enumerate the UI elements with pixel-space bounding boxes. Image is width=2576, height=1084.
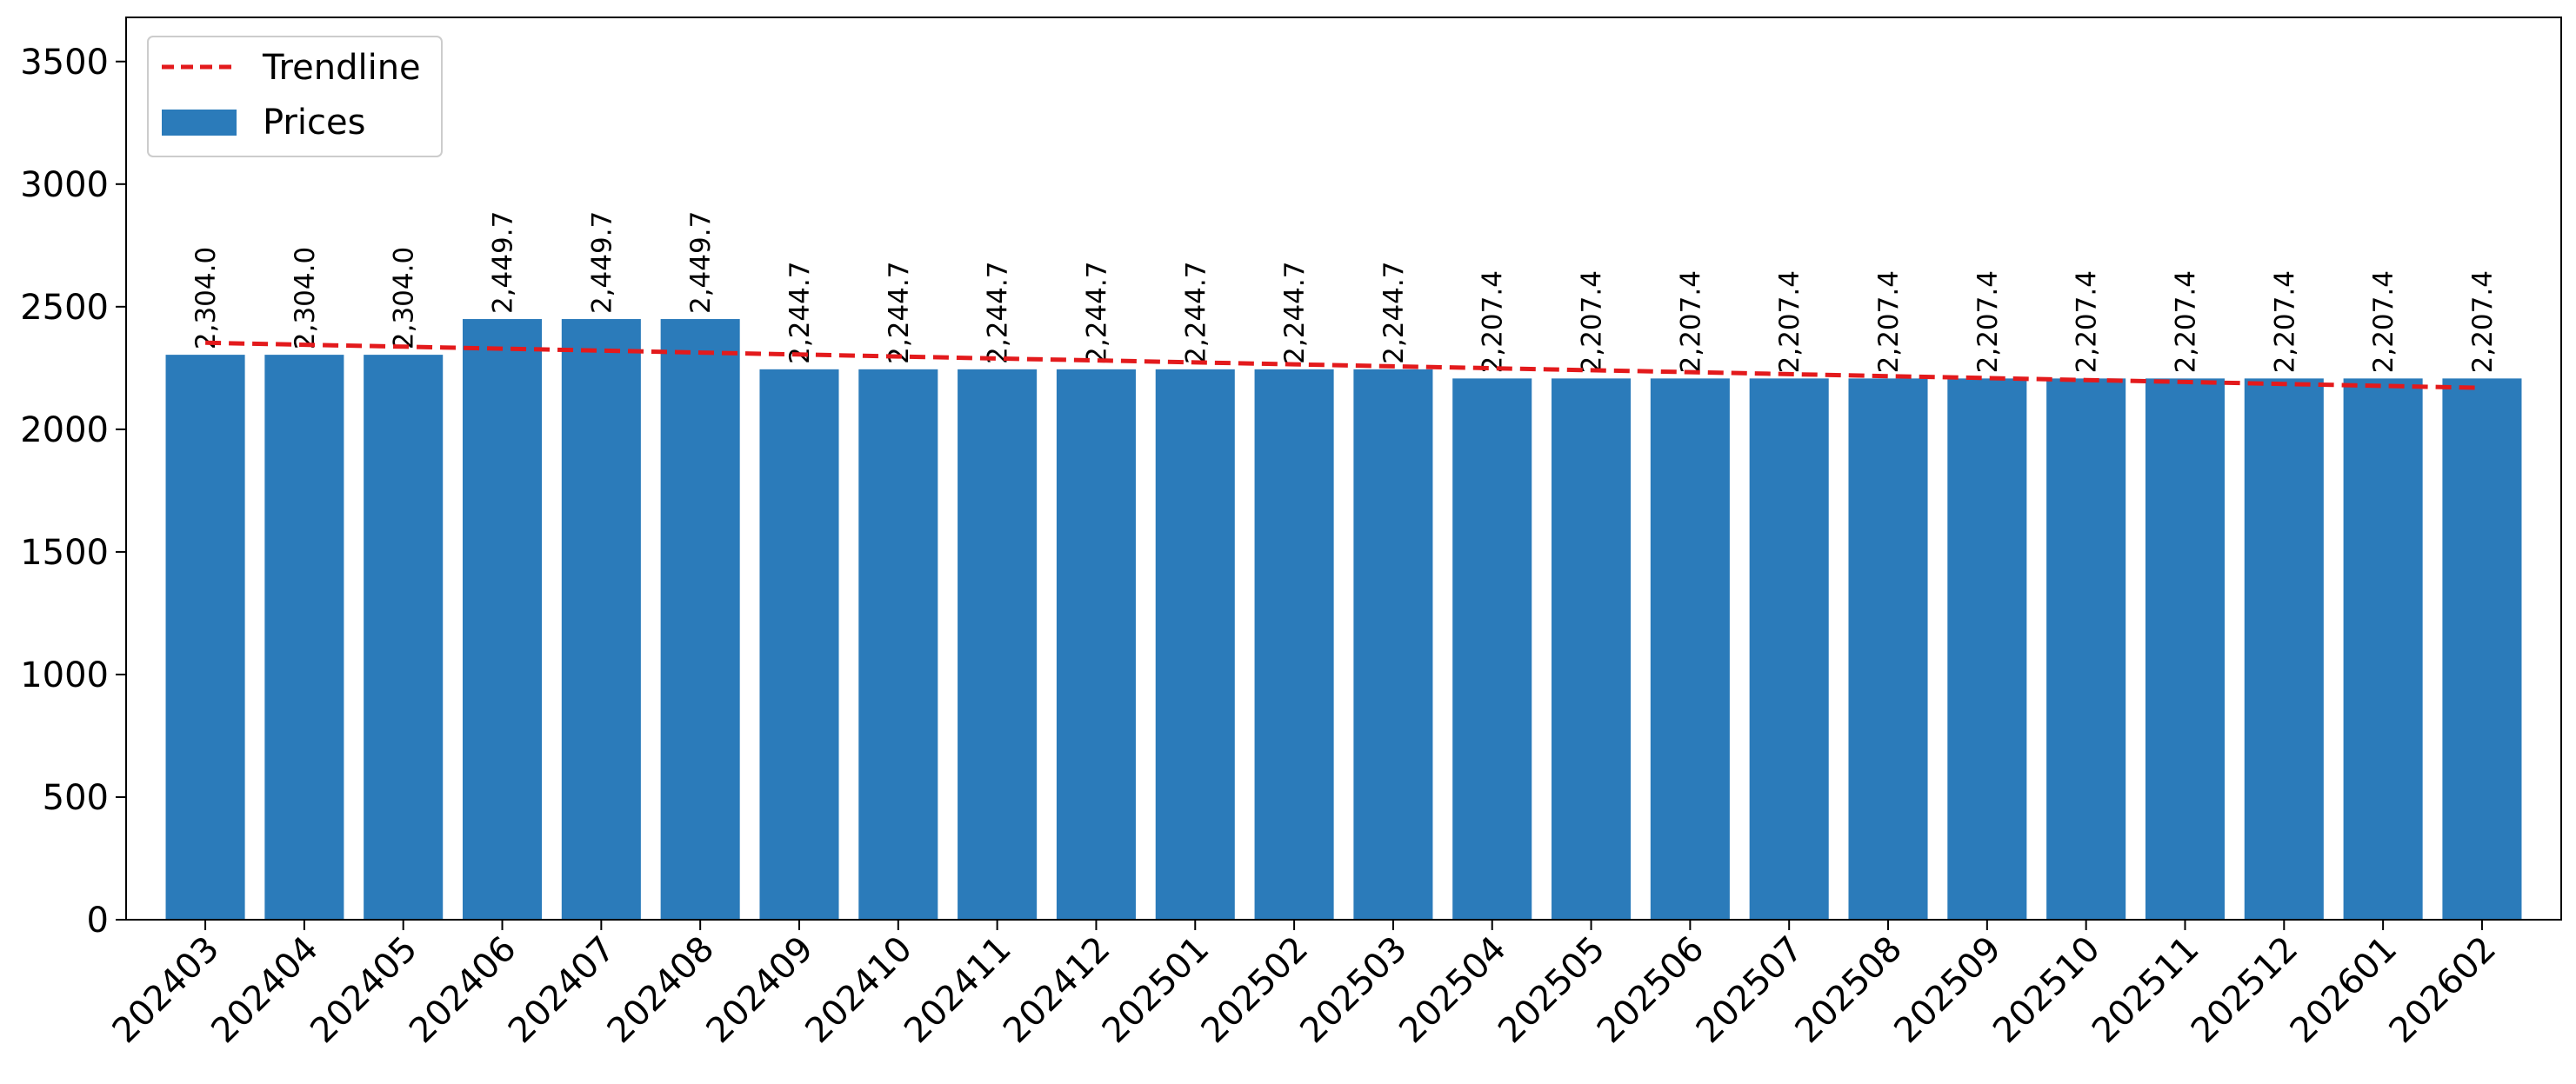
bar-202405 (364, 355, 444, 921)
data-label-202405: 2,304.0 (389, 247, 420, 349)
x-tick-label-202504: 202504 (1391, 929, 1514, 1052)
bar-202503 (1353, 369, 1433, 920)
legend-prices-label: Prices (263, 103, 365, 143)
x-tick-label-202409: 202409 (699, 929, 822, 1052)
bar-202512 (2244, 378, 2324, 920)
data-label-202510: 2,207.4 (2072, 270, 2103, 373)
y-tick-label-2500: 2500 (20, 288, 109, 328)
data-label-202512: 2,207.4 (2269, 270, 2300, 373)
y-tick-label-2000: 2000 (20, 410, 109, 450)
legend-prices-swatch (162, 110, 237, 136)
bar-202409 (759, 369, 839, 920)
data-label-202501: 2,244.7 (1180, 262, 1211, 364)
x-axis: 2024032024042024052024062024072024082024… (105, 920, 2504, 1051)
x-tick-label-202403: 202403 (105, 929, 228, 1052)
data-label-202407: 2,449.7 (586, 211, 617, 314)
trendline-layer (205, 340, 2482, 390)
x-tick-label-202507: 202507 (1689, 929, 1812, 1052)
bar-202504 (1452, 378, 1532, 920)
x-tick-label-202501: 202501 (1095, 929, 1218, 1052)
data-label-202507: 2,207.4 (1774, 270, 1805, 373)
data-label-202403: 2,304.0 (190, 247, 222, 349)
y-tick-label-1000: 1000 (20, 655, 109, 695)
bar-202507 (1749, 378, 1829, 920)
bars-layer (165, 319, 2522, 921)
x-tick-label-202406: 202406 (402, 929, 524, 1052)
bar-202408 (660, 319, 740, 920)
x-tick-label-202405: 202405 (303, 929, 425, 1052)
legend: Trendline Prices (147, 36, 443, 157)
bar-202510 (2046, 378, 2126, 920)
y-tick-label-0: 0 (87, 901, 109, 941)
x-tick-label-202510: 202510 (1985, 929, 2108, 1052)
data-labels-layer: 2,304.0 2,304.0 2,304.0 2,449.7 2,449.7 2,449… (190, 211, 2499, 374)
bar-202412 (1056, 369, 1136, 920)
x-tick-label-202404: 202404 (204, 929, 326, 1052)
bar-202404 (264, 355, 344, 921)
bar-202502 (1254, 369, 1334, 920)
legend-trendline-label: Trendline (262, 48, 421, 88)
x-tick-label-202601: 202601 (2283, 929, 2406, 1052)
x-tick-label-202505: 202505 (1491, 929, 1613, 1052)
data-label-202505: 2,207.4 (1577, 270, 1608, 373)
data-label-202504: 2,207.4 (1478, 270, 1509, 373)
bar-202501 (1155, 369, 1235, 920)
data-label-202404: 2,304.0 (290, 247, 321, 349)
bar-202506 (1650, 378, 1730, 920)
x-tick-label-202410: 202410 (797, 929, 920, 1052)
x-tick-label-202412: 202412 (996, 929, 1118, 1052)
data-label-202506: 2,207.4 (1675, 270, 1706, 373)
x-tick-label-202511: 202511 (2085, 929, 2207, 1052)
plot-frame (125, 17, 2562, 921)
x-tick-label-202502: 202502 (1194, 929, 1317, 1052)
data-label-202411: 2,244.7 (983, 262, 1014, 364)
bar-202508 (1848, 378, 1928, 920)
data-label-202503: 2,244.7 (1378, 262, 1410, 364)
trendline (205, 340, 2482, 390)
x-tick-label-202509: 202509 (1886, 929, 2009, 1052)
bar-202406 (462, 319, 543, 920)
y-tick-label-1500: 1500 (20, 533, 109, 573)
data-label-202602: 2,207.4 (2467, 270, 2499, 373)
data-label-202410: 2,244.7 (884, 262, 915, 364)
x-tick-label-202508: 202508 (1788, 929, 1911, 1052)
data-label-202601: 2,207.4 (2368, 270, 2399, 373)
bar-202601 (2343, 378, 2423, 920)
y-tick-label-3000: 3000 (20, 165, 109, 205)
bar-202602 (2442, 378, 2522, 920)
data-label-202408: 2,449.7 (685, 211, 717, 314)
bar-202511 (2145, 378, 2226, 920)
bar-202509 (1947, 378, 2027, 920)
data-label-202409: 2,244.7 (784, 262, 816, 364)
bar-202411 (958, 369, 1038, 920)
data-label-202508: 2,207.4 (1873, 270, 1905, 373)
x-tick-label-202506: 202506 (1590, 929, 1712, 1052)
data-label-202511: 2,207.4 (2170, 270, 2201, 373)
bar-202403 (165, 355, 245, 921)
data-label-202406: 2,449.7 (488, 211, 519, 314)
y-axis: 0 500 1000 1500 2000 2500 3000 3500 (20, 43, 126, 941)
x-tick-label-202512: 202512 (2184, 929, 2306, 1052)
bar-202407 (561, 319, 641, 920)
x-tick-label-202408: 202408 (600, 929, 723, 1052)
x-tick-label-202407: 202407 (501, 929, 624, 1052)
x-tick-label-202602: 202602 (2382, 929, 2505, 1052)
x-tick-label-202411: 202411 (897, 929, 1019, 1052)
bar-202505 (1552, 378, 1632, 920)
bar-202410 (858, 369, 938, 920)
data-label-202502: 2,244.7 (1279, 262, 1311, 364)
y-tick-label-3500: 3500 (20, 43, 109, 83)
data-label-202412: 2,244.7 (1081, 262, 1112, 364)
x-tick-label-202503: 202503 (1292, 929, 1415, 1052)
y-tick-label-500: 500 (43, 778, 109, 818)
data-label-202509: 2,207.4 (1972, 270, 2004, 373)
